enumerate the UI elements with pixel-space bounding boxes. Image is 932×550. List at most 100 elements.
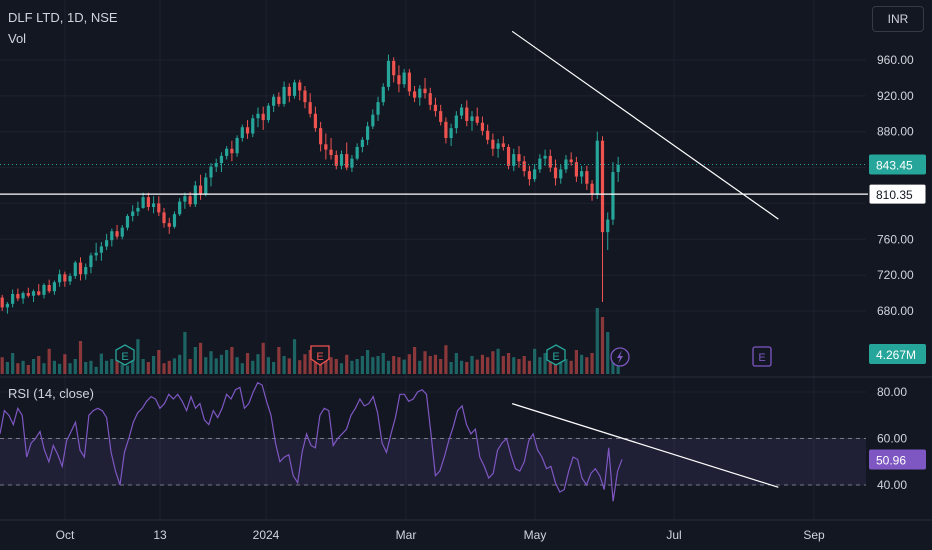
volume-bar bbox=[219, 354, 224, 374]
volume-bar bbox=[606, 332, 610, 374]
volume-bar bbox=[418, 360, 422, 374]
volume-bar bbox=[188, 359, 192, 374]
volume-bar bbox=[58, 363, 62, 374]
rsi-tick-label: 60.00 bbox=[877, 432, 907, 446]
candle-body bbox=[381, 86, 385, 103]
candle-body bbox=[115, 231, 119, 237]
candle-body bbox=[204, 177, 208, 194]
volume-bar bbox=[543, 353, 547, 374]
volume-bar bbox=[183, 332, 187, 374]
volume-bar bbox=[266, 357, 271, 374]
volume-bar bbox=[303, 354, 307, 374]
volume-bar bbox=[209, 351, 213, 374]
candle-body bbox=[548, 155, 552, 168]
volume-bar bbox=[63, 354, 67, 374]
volume-bar bbox=[89, 360, 93, 374]
volume-bar bbox=[386, 360, 391, 374]
volume-bar bbox=[0, 357, 4, 374]
volume-bar bbox=[486, 357, 490, 374]
volume-bar bbox=[198, 342, 203, 374]
volume-legend: Vol bbox=[8, 31, 27, 46]
future-earnings-marker: E bbox=[752, 346, 772, 367]
candle-body bbox=[449, 128, 453, 138]
candle-body bbox=[585, 171, 589, 184]
volume-bar bbox=[444, 345, 448, 374]
candle-body bbox=[538, 158, 542, 170]
volume-bar bbox=[178, 354, 182, 374]
candle-body bbox=[167, 223, 171, 227]
rsi-legend: RSI (14, close) bbox=[8, 386, 94, 401]
volume-bar bbox=[459, 360, 464, 374]
volume-bar bbox=[527, 360, 532, 374]
volume-bar bbox=[501, 356, 505, 374]
last-price-badge-bg bbox=[869, 154, 926, 175]
candle-body bbox=[501, 143, 505, 147]
volume-bar bbox=[204, 357, 208, 374]
candle-body bbox=[240, 127, 244, 138]
candle-body bbox=[360, 139, 364, 147]
candle-body bbox=[407, 72, 411, 92]
candle-body bbox=[230, 148, 234, 154]
currency-button[interactable]: INR bbox=[872, 6, 924, 32]
volume-badge: 4.267M bbox=[869, 344, 926, 364]
candle-body bbox=[110, 231, 114, 241]
volume-bar bbox=[11, 353, 15, 374]
candle-body bbox=[261, 113, 265, 121]
candle-body bbox=[94, 252, 98, 256]
earnings-marker-shape bbox=[310, 345, 330, 366]
candle-body bbox=[183, 196, 187, 202]
candle-body bbox=[522, 161, 526, 172]
volume-bar bbox=[193, 347, 197, 374]
volume-bar bbox=[329, 357, 333, 374]
volume-bar bbox=[272, 362, 276, 374]
volume-bar bbox=[480, 354, 485, 374]
candle-body bbox=[496, 143, 500, 149]
volume-bar bbox=[136, 339, 140, 374]
volume-bar bbox=[569, 360, 573, 374]
candle-body bbox=[553, 167, 558, 179]
candle-body bbox=[313, 113, 317, 129]
candle-body bbox=[600, 140, 605, 233]
candle-body bbox=[225, 148, 229, 156]
volume-bar bbox=[517, 359, 521, 374]
earnings-marker-shape bbox=[546, 344, 566, 366]
candle-body bbox=[188, 196, 192, 205]
price-tick-label: 760.00 bbox=[877, 232, 914, 246]
candle-body bbox=[105, 240, 109, 247]
earnings-marker-shape bbox=[115, 344, 135, 366]
candle-body bbox=[21, 293, 25, 299]
volume-bar bbox=[146, 362, 150, 374]
rsi-band bbox=[0, 438, 866, 485]
rsi-tick-label: 40.00 bbox=[877, 478, 907, 492]
rsi-trendline bbox=[511, 403, 779, 488]
candle-body bbox=[73, 262, 77, 277]
earnings-marker: E bbox=[115, 344, 135, 366]
volume-bar bbox=[115, 353, 119, 374]
time-tick-label: Oct bbox=[56, 528, 75, 542]
candle-body bbox=[345, 154, 349, 168]
candle-body bbox=[428, 93, 432, 105]
candle-body bbox=[209, 166, 213, 178]
candle-body bbox=[376, 102, 380, 115]
candle-body bbox=[590, 183, 594, 195]
candle-body bbox=[303, 90, 307, 103]
volume-bar bbox=[475, 359, 479, 374]
candle-body bbox=[475, 116, 479, 123]
candle-body bbox=[595, 140, 599, 195]
volume-bar bbox=[449, 362, 453, 374]
volume-bar bbox=[366, 350, 370, 374]
volume-bar bbox=[256, 354, 260, 374]
future-earnings-shape bbox=[752, 346, 772, 367]
candle-body bbox=[412, 91, 417, 98]
price-gridlines bbox=[0, 0, 932, 521]
candle-body bbox=[386, 60, 391, 87]
candle-body bbox=[392, 60, 396, 76]
candle-body bbox=[459, 107, 464, 116]
candle-body bbox=[319, 128, 323, 145]
candle-body bbox=[141, 197, 145, 208]
price-tick-label: 920.00 bbox=[877, 89, 914, 103]
candle-body bbox=[616, 164, 620, 173]
candle-body bbox=[402, 72, 406, 85]
